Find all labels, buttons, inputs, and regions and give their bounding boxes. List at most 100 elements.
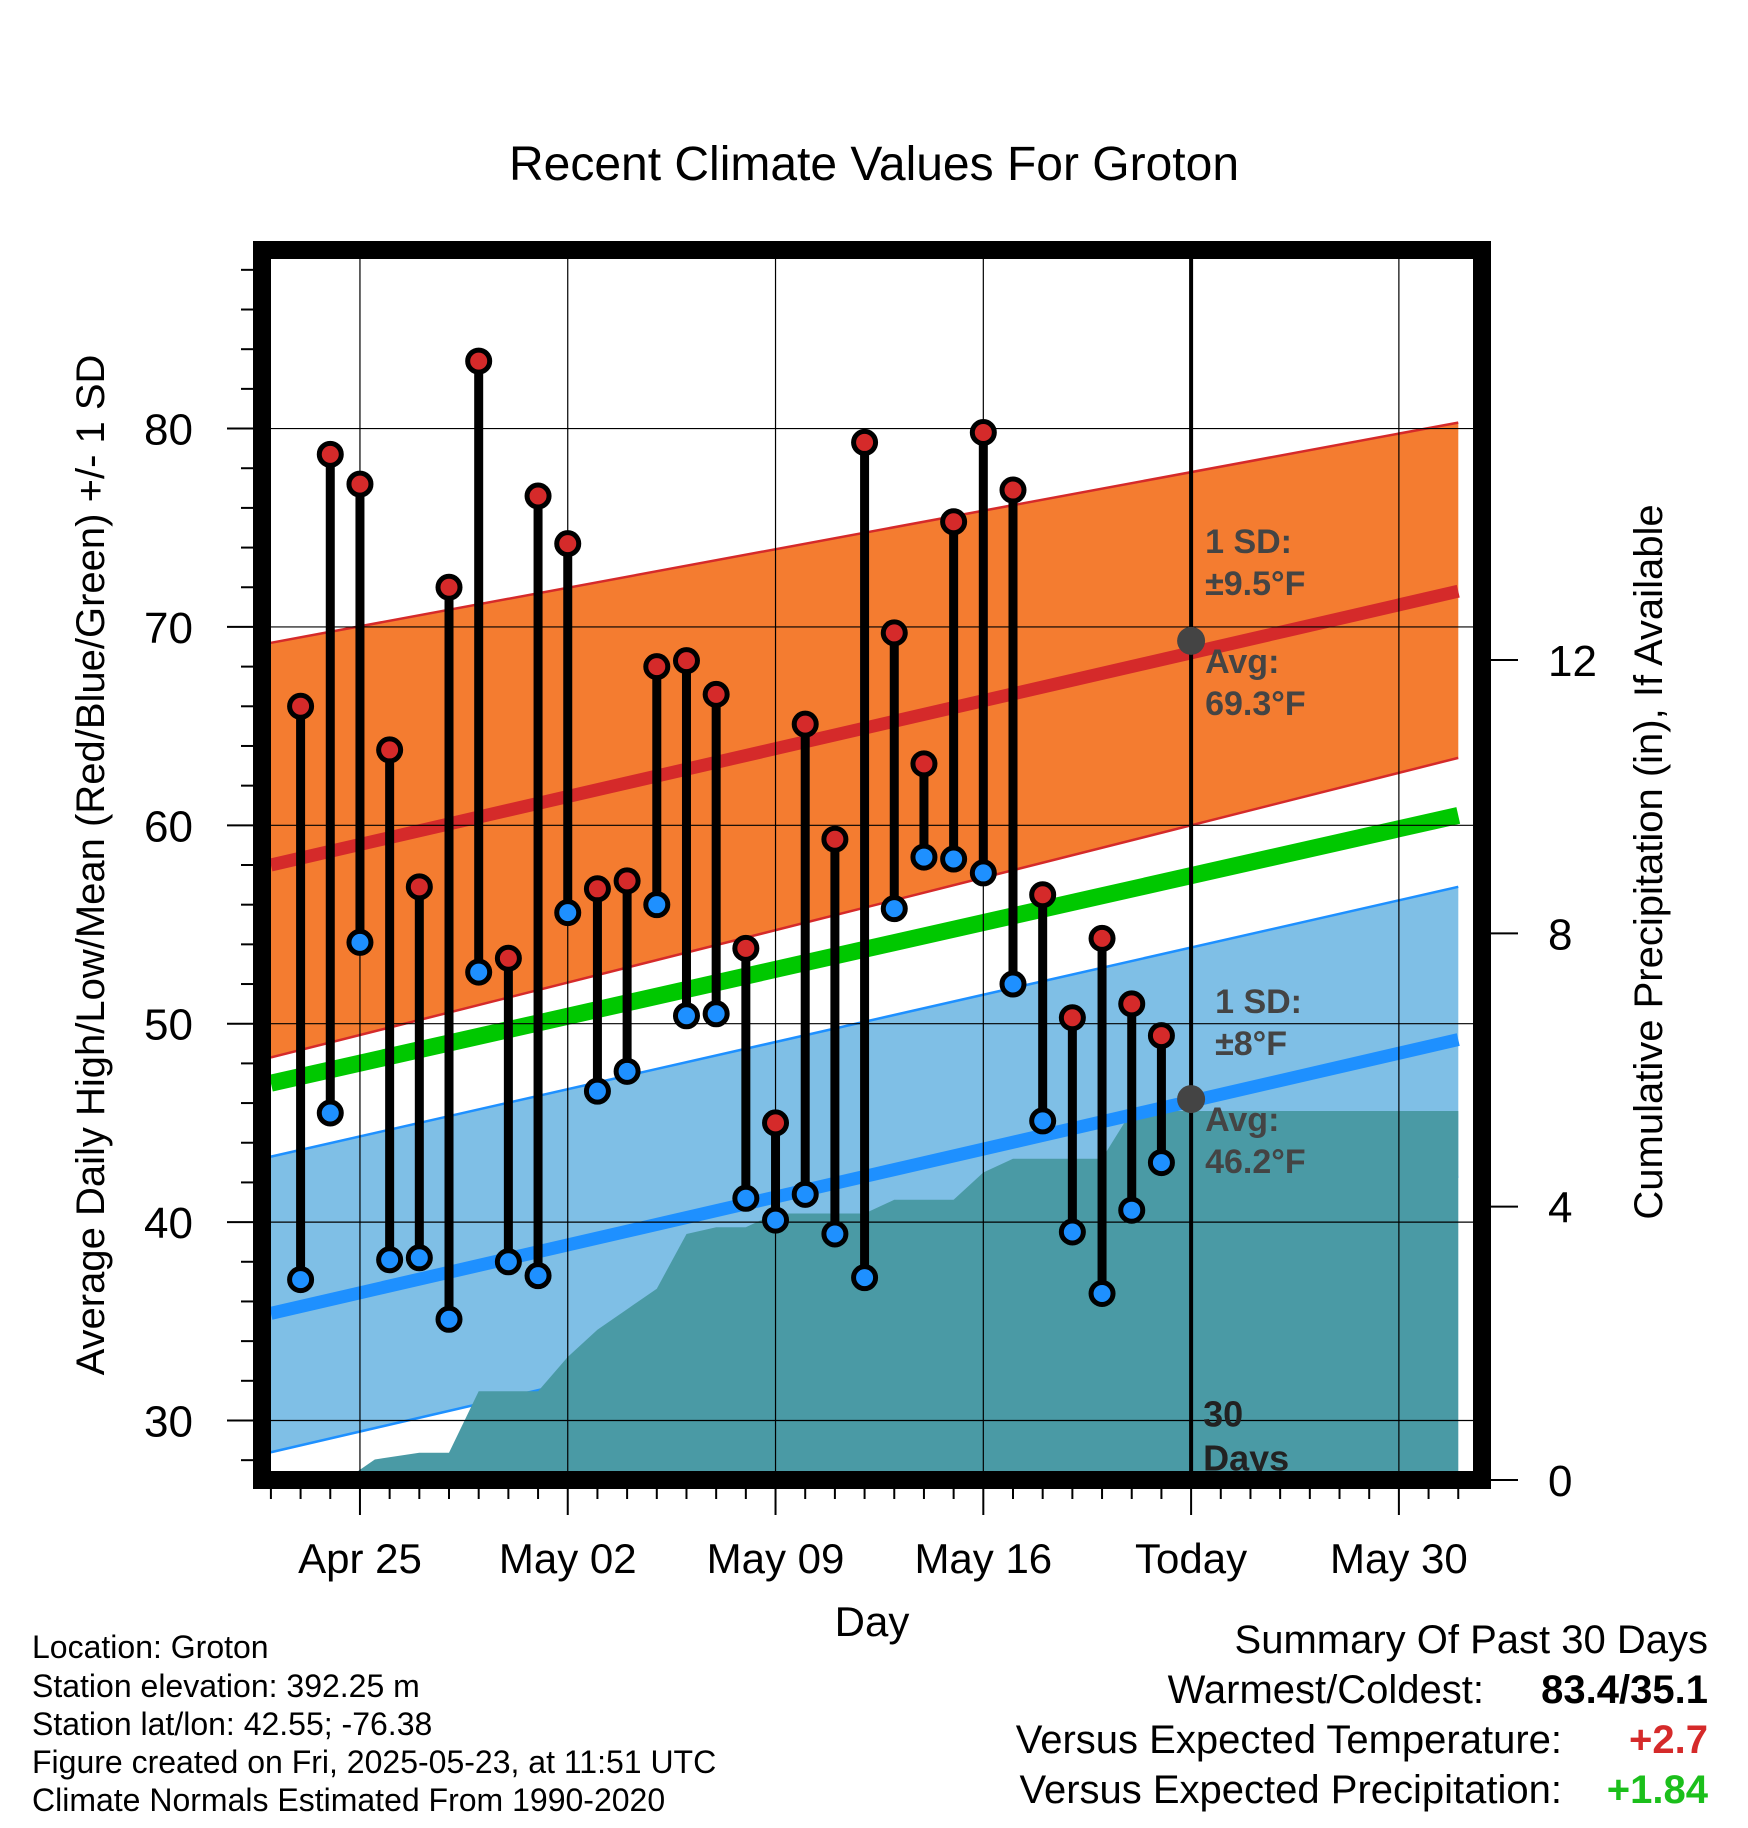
daily-low-point [1058, 1218, 1086, 1246]
daily-low-point [821, 1220, 849, 1248]
daily-high-point [1147, 1022, 1175, 1050]
daily-high-point [672, 647, 700, 675]
y2-tick-label: 0 [1548, 1457, 1572, 1506]
daily-high-point [613, 867, 641, 895]
low-sd-annotation: 1 SD: [1215, 983, 1302, 1021]
daily-low-point [316, 1099, 344, 1127]
daily-low-point [672, 1002, 700, 1030]
daily-low-point [1147, 1149, 1175, 1177]
today-days-label: 30 [1203, 1393, 1243, 1434]
daily-high-point [732, 934, 760, 962]
daily-high-point [376, 736, 404, 764]
chart-title: Recent Climate Values For Groton [509, 138, 1239, 191]
daily-low-point [494, 1248, 522, 1276]
y-tick-label: 60 [144, 802, 193, 851]
summary-temp-value: +2.7 [1629, 1718, 1708, 1762]
daily-high-point [880, 619, 908, 647]
daily-low-point [287, 1266, 315, 1294]
daily-high-point [940, 508, 968, 536]
daily-high-point [791, 710, 819, 738]
daily-low-point [524, 1262, 552, 1290]
x-tick-label: May 09 [707, 1535, 845, 1582]
daily-high-point [1088, 924, 1116, 952]
x-axis-title: Day [835, 1598, 910, 1645]
daily-low-point [880, 895, 908, 923]
footer-normals: Climate Normals Estimated From 1990-2020 [32, 1782, 666, 1818]
summary-warm-cold-label: Warmest/Coldest: [1167, 1668, 1484, 1712]
daily-high-point [702, 680, 730, 708]
low-sd-annotation: ±8°F [1215, 1025, 1287, 1063]
high-sd-annotation: ±9.5°F [1205, 565, 1305, 603]
daily-low-point [613, 1057, 641, 1085]
y2-tick-label: 4 [1548, 1184, 1572, 1233]
today-high-avg-marker [1177, 626, 1206, 655]
today-low-avg-marker [1177, 1085, 1206, 1114]
daily-high-point [465, 347, 493, 375]
daily-high-point [910, 750, 938, 778]
high-sd-annotation: 1 SD: [1205, 523, 1292, 561]
daily-high-point [643, 653, 671, 681]
summary-heading: Summary Of Past 30 Days [1234, 1618, 1708, 1662]
daily-high-point [554, 530, 582, 558]
daily-high-point [1058, 1004, 1086, 1032]
summary-warm-cold-value: 83.4/35.1 [1541, 1668, 1708, 1712]
y-tick-label: 50 [144, 1001, 193, 1050]
y-tick-label: 30 [144, 1397, 193, 1446]
footer-latlon: Station lat/lon: 42.55; -76.38 [32, 1706, 433, 1742]
y-tick-label: 40 [144, 1199, 193, 1248]
daily-high-point [405, 873, 433, 901]
x-tick-label: May 30 [1330, 1535, 1468, 1582]
daily-low-point [1118, 1196, 1146, 1224]
daily-low-point [376, 1246, 404, 1274]
y-tick-label: 70 [144, 604, 193, 653]
high-avg-annotation: 69.3°F [1205, 685, 1306, 723]
daily-low-point [969, 859, 997, 887]
daily-high-point [287, 692, 315, 720]
summary-temp-label: Versus Expected Temperature: [1015, 1718, 1562, 1762]
daily-low-point [791, 1180, 819, 1208]
daily-high-point [969, 419, 997, 447]
daily-low-point [851, 1264, 879, 1292]
daily-high-point [821, 825, 849, 853]
x-tick-label: Apr 25 [298, 1535, 422, 1582]
daily-low-point [732, 1184, 760, 1212]
y2-tick-label: 8 [1548, 910, 1572, 959]
footer-location: Location: Groton [32, 1629, 269, 1665]
summary-precip-value: +1.84 [1606, 1768, 1708, 1812]
daily-high-point [851, 428, 879, 456]
x-tick-label: May 16 [914, 1535, 1052, 1582]
daily-low-point [583, 1077, 611, 1105]
summary-precip-label: Versus Expected Precipitation: [1019, 1768, 1562, 1812]
daily-high-point [494, 944, 522, 972]
daily-high-point [316, 440, 344, 468]
footer-elevation: Station elevation: 392.25 m [32, 1668, 420, 1704]
x-tick-label: May 02 [499, 1535, 637, 1582]
daily-low-point [999, 970, 1027, 998]
daily-low-point [465, 958, 493, 986]
daily-low-point [762, 1206, 790, 1234]
y2-tick-label: 12 [1548, 637, 1597, 686]
daily-high-point [435, 573, 463, 601]
daily-low-point [1088, 1280, 1116, 1308]
daily-low-point [643, 891, 671, 919]
daily-high-point [583, 875, 611, 903]
daily-low-point [435, 1305, 463, 1333]
y2-axis-title: Cumulative Precipitation (in), If Availa… [1627, 504, 1671, 1219]
low-avg-annotation: Avg: [1205, 1101, 1279, 1139]
daily-high-point [524, 482, 552, 510]
daily-low-point [554, 899, 582, 927]
daily-high-point [1029, 881, 1057, 909]
low-avg-annotation: 46.2°F [1205, 1143, 1306, 1181]
y-axis-title: Average Daily High/Low/Mean (Red/Blue/Gr… [69, 355, 113, 1376]
daily-low-point [1029, 1107, 1057, 1135]
footer-created: Figure created on Fri, 2025-05-23, at 11… [32, 1744, 717, 1780]
daily-high-point [346, 470, 374, 498]
daily-low-point [910, 843, 938, 871]
daily-low-point [702, 1000, 730, 1028]
x-tick-label: Today [1135, 1535, 1247, 1582]
plot-frame [253, 241, 1491, 1489]
y-tick-label: 80 [144, 406, 193, 455]
daily-high-point [762, 1109, 790, 1137]
daily-high-point [999, 476, 1027, 504]
daily-high-point [1118, 990, 1146, 1018]
